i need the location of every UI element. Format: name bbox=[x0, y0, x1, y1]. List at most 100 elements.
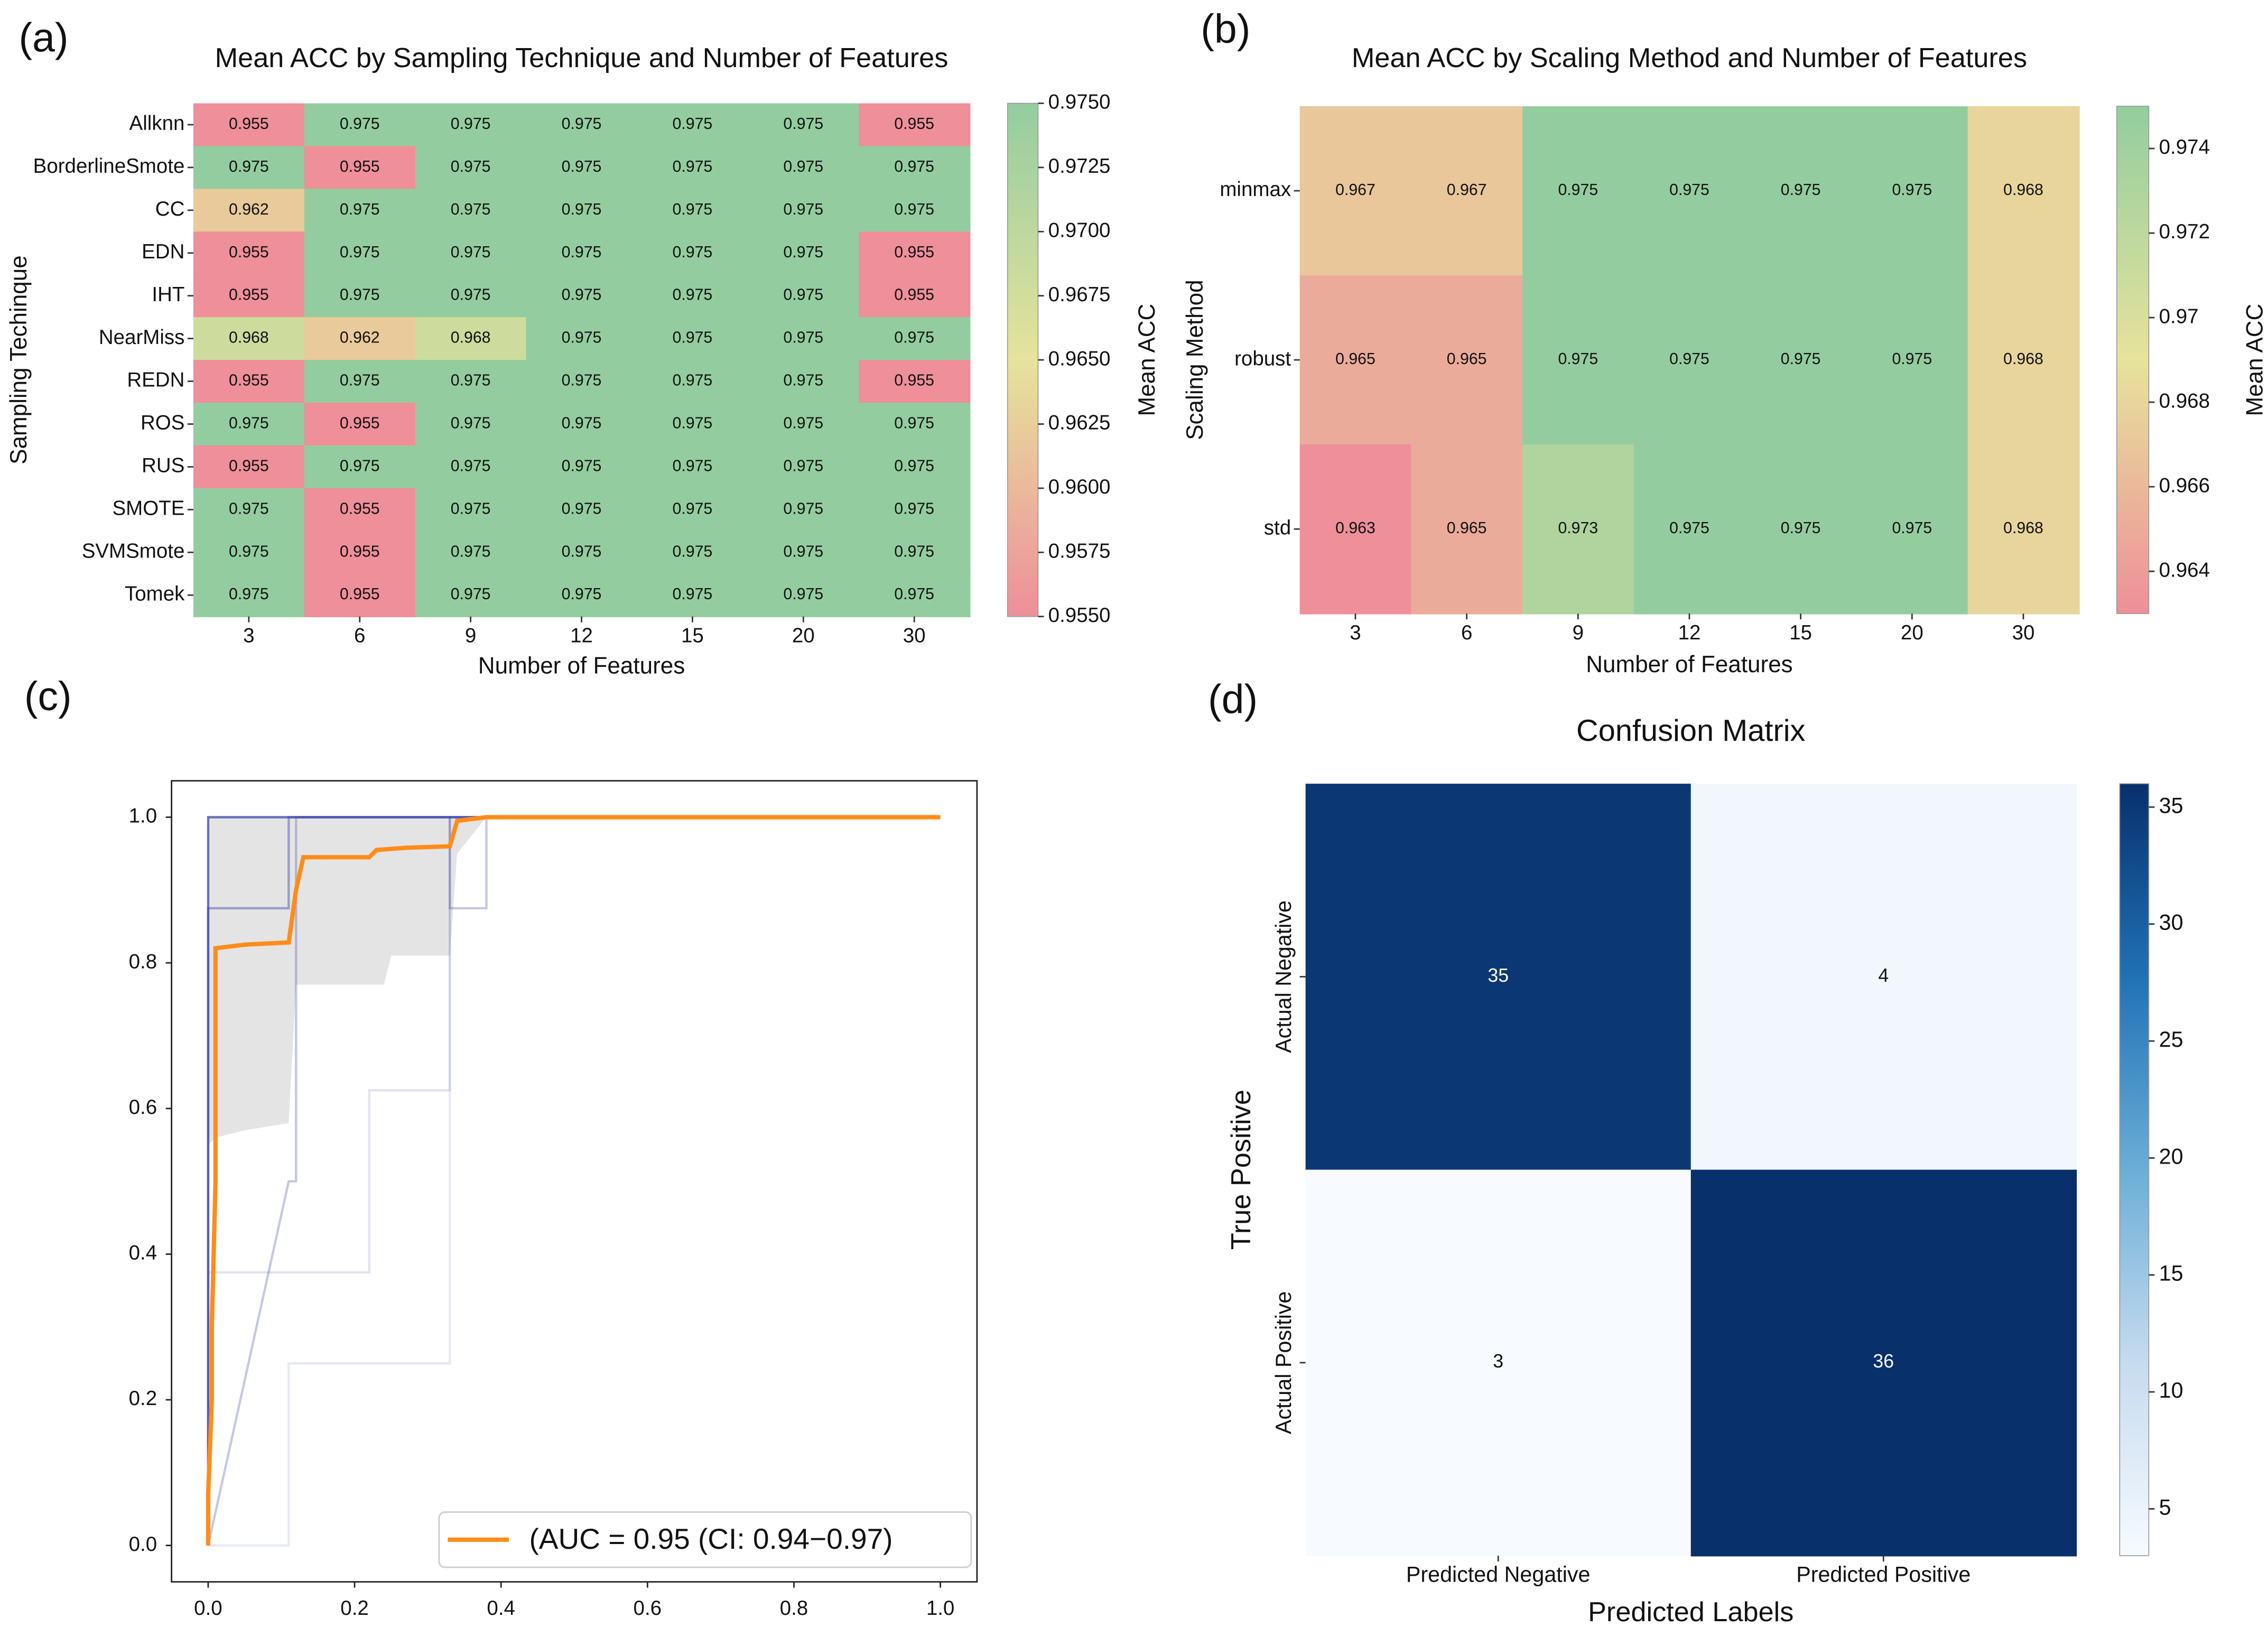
colorbar-tick-label: 0.964 bbox=[2159, 559, 2210, 581]
heatmap-cell bbox=[193, 403, 305, 447]
colorbar-tick-label: 0.974 bbox=[2159, 136, 2210, 159]
cell-label: 0.975 bbox=[673, 457, 713, 475]
heatmap-cell bbox=[1522, 106, 1635, 276]
heatmap-cell bbox=[748, 274, 860, 318]
x-tick-label: 0.8 bbox=[780, 1597, 808, 1620]
colorbar-tick-label: 30 bbox=[2159, 910, 2183, 935]
cell-label: 0.955 bbox=[340, 543, 380, 560]
heatmap-cell bbox=[859, 573, 971, 618]
cell-label: 0.975 bbox=[229, 585, 269, 603]
cell-label: 0.975 bbox=[451, 500, 491, 517]
heatmap-cell bbox=[526, 573, 638, 618]
heatmap-cell bbox=[859, 189, 971, 233]
heatmap-cell bbox=[859, 445, 971, 489]
y-tick-label: 0.2 bbox=[129, 1387, 157, 1410]
cell-label: 0.975 bbox=[673, 500, 713, 517]
heatmap-cell bbox=[1299, 106, 1412, 276]
cell-label: 0.975 bbox=[1669, 519, 1709, 537]
cell-label: 0.975 bbox=[562, 329, 602, 347]
heatmap-cell bbox=[1522, 444, 1635, 615]
cell-label: 0.975 bbox=[783, 585, 823, 603]
x-axis-label: Number of Features bbox=[478, 653, 685, 679]
heatmap-cell bbox=[859, 103, 971, 147]
heatmap-cell bbox=[304, 531, 416, 575]
cell-label: 0.975 bbox=[562, 372, 602, 389]
x-tick-label: 9 bbox=[1573, 621, 1584, 644]
heatmap-cell bbox=[304, 317, 416, 361]
cell-label: 0.955 bbox=[229, 286, 269, 304]
heatmap-cell bbox=[526, 360, 638, 404]
heatmap-cell bbox=[859, 531, 971, 575]
cell-label: 0.975 bbox=[894, 415, 934, 432]
cell-label: 0.975 bbox=[783, 158, 823, 175]
cell-label: 0.967 bbox=[1447, 181, 1487, 199]
colorbar bbox=[2119, 783, 2150, 1556]
colorbar-tick-label: 0.9550 bbox=[1048, 604, 1111, 627]
heatmap-cell bbox=[526, 189, 638, 233]
heatmap-cell bbox=[859, 360, 971, 404]
cell-label: 0.975 bbox=[229, 415, 269, 432]
y-tick-label: 0.0 bbox=[129, 1533, 157, 1556]
colorbar-tick-label: 0.9625 bbox=[1048, 412, 1111, 434]
heatmap-cell bbox=[1690, 784, 2077, 1170]
heatmap-cell bbox=[748, 146, 860, 190]
y-tick-label: NearMiss bbox=[99, 326, 185, 349]
cell-label: 0.975 bbox=[894, 500, 934, 517]
heatmap-cell bbox=[415, 274, 527, 318]
heatmap-cell bbox=[526, 103, 638, 147]
heatmap-cell bbox=[859, 403, 971, 447]
cell-label: 0.968 bbox=[2003, 350, 2043, 368]
heatmap-cell bbox=[748, 103, 860, 147]
confidence-band bbox=[208, 817, 941, 1145]
cell-label: 0.975 bbox=[673, 201, 713, 218]
heatmap-cell bbox=[193, 531, 305, 575]
colorbar-tick-label: 0.966 bbox=[2159, 474, 2210, 497]
cell-label: 0.975 bbox=[562, 201, 602, 218]
colorbar-label: Mean ACC bbox=[2242, 304, 2268, 416]
cell-label: 0.975 bbox=[1892, 350, 1932, 368]
heatmap-cell bbox=[304, 189, 416, 233]
y-tick-label: REDN bbox=[127, 369, 184, 392]
heatmap-cell bbox=[1856, 444, 1969, 615]
cell-label: 0.967 bbox=[1335, 181, 1375, 199]
x-tick-label: 30 bbox=[903, 624, 926, 647]
heatmap-cell bbox=[415, 317, 527, 361]
cell-label: 0.975 bbox=[562, 585, 602, 603]
heatmap-cell bbox=[304, 146, 416, 190]
heatmap-cell bbox=[415, 103, 527, 147]
heatmap-cell bbox=[1299, 275, 1412, 445]
y-tick-label: SMOTE bbox=[113, 497, 185, 520]
cell-label: 0.955 bbox=[229, 115, 269, 133]
heatmap-cell bbox=[859, 488, 971, 532]
cell-label: 36 bbox=[1873, 1351, 1894, 1372]
y-tick-label: 0.4 bbox=[129, 1242, 157, 1265]
heatmap-cell bbox=[748, 360, 860, 404]
cell-label: 0.968 bbox=[2003, 519, 2043, 537]
heatmap-cell bbox=[526, 317, 638, 361]
heatmap-cell bbox=[637, 189, 749, 233]
cell-label: 0.975 bbox=[229, 158, 269, 175]
y-tick-label: std bbox=[1264, 516, 1291, 539]
cell-label: 0.955 bbox=[894, 286, 934, 304]
cell-label: 0.975 bbox=[783, 543, 823, 560]
x-tick-label: 0.2 bbox=[340, 1597, 369, 1620]
heatmap-cell bbox=[526, 146, 638, 190]
cell-label: 0.975 bbox=[340, 372, 380, 389]
colorbar bbox=[1007, 103, 1039, 617]
cell-label: 0.975 bbox=[673, 585, 713, 603]
cell-label: 0.975 bbox=[451, 585, 491, 603]
fold-roc-line bbox=[207, 816, 941, 1546]
x-tick-label: 20 bbox=[1901, 621, 1923, 644]
cell-label: 0.975 bbox=[783, 329, 823, 347]
cell-label: 0.973 bbox=[1558, 519, 1598, 537]
x-tick-label: 6 bbox=[1461, 621, 1472, 644]
heatmap-cell bbox=[1299, 444, 1412, 615]
cell-label: 0.975 bbox=[562, 115, 602, 133]
heatmap-cell bbox=[304, 360, 416, 404]
cell-label: 0.965 bbox=[1335, 350, 1375, 368]
heatmap-cell bbox=[304, 488, 416, 532]
heatmap-cell bbox=[1305, 784, 1692, 1170]
cell-label: 0.975 bbox=[783, 244, 823, 261]
x-tick-label: 6 bbox=[354, 624, 365, 647]
